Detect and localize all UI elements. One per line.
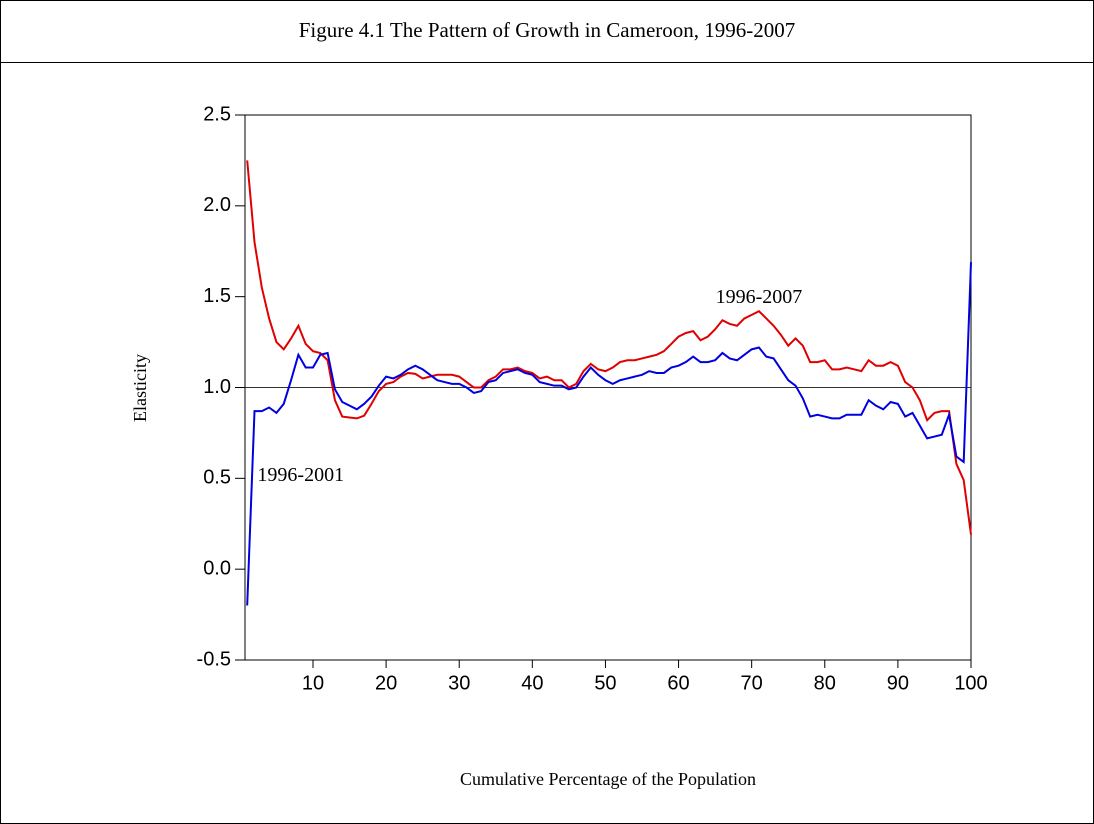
x-tick-label: 10	[302, 672, 324, 694]
annotation: 1996-2007	[716, 286, 803, 308]
x-tick-label: 20	[375, 672, 397, 694]
y-tick-label: 1.0	[203, 376, 231, 398]
y-tick-label: 2.5	[203, 103, 231, 125]
x-tick-label: 40	[521, 672, 543, 694]
series-line	[246, 160, 972, 535]
y-axis-label: Elasticity	[130, 354, 150, 422]
y-tick-label: 2.0	[203, 194, 231, 216]
x-tick-label: 90	[887, 672, 909, 694]
x-tick-label: 30	[448, 672, 470, 694]
x-tick-label: 100	[954, 672, 987, 694]
x-axis-label: Cumulative Percentage of the Population	[460, 769, 756, 789]
series-line	[246, 262, 972, 606]
chart-title: Figure 4.1 The Pattern of Growth in Came…	[299, 18, 796, 42]
y-tick-label: 0.0	[203, 557, 231, 579]
x-tick-label: 50	[594, 672, 616, 694]
y-tick-label: 1.5	[203, 285, 231, 307]
x-tick-label: 80	[814, 672, 836, 694]
x-tick-label: 70	[741, 672, 763, 694]
y-tick-label: 0.5	[203, 467, 231, 489]
y-tick-label: -0.5	[197, 648, 231, 670]
annotation: 1996-2001	[257, 464, 344, 486]
x-tick-label: 60	[667, 672, 689, 694]
